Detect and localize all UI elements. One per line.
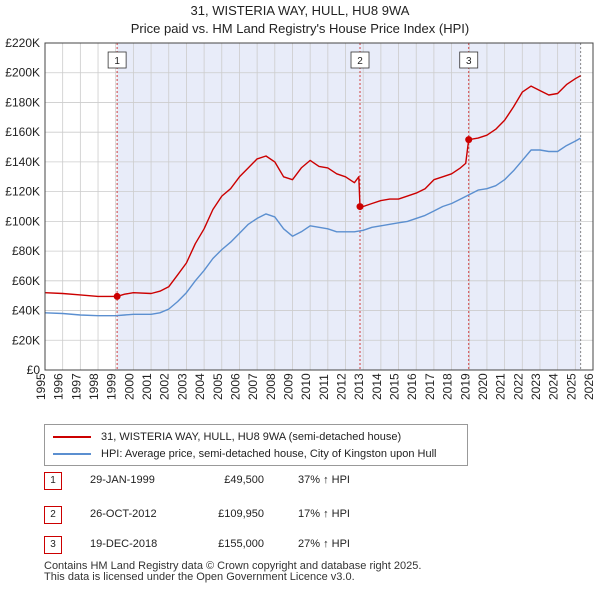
chart-title-line2: Price paid vs. HM Land Registry's House …: [130, 21, 470, 36]
legend-label-hpi: HPI: Average price, semi-detached house,…: [101, 448, 437, 460]
chart-title-line1: 31, WISTERIA WAY, HULL, HU8 9WA: [190, 3, 410, 18]
sale-hpi-change: 37% ↑ HPI: [298, 474, 350, 486]
sale-row: 3 19-DEC-2018 £155,000 27% ↑ HPI: [44, 536, 464, 554]
price-chart: £0 £20K £40K £60K £80K £100K £120K £140K £160K £1…: [5, 36, 596, 400]
sale-point: [465, 136, 473, 144]
y-tick-label: £60K: [12, 274, 40, 288]
x-tick-label: 2003: [175, 373, 189, 400]
sale-marker-box: [350, 51, 370, 69]
x-tick-label: 2024: [547, 373, 561, 400]
hpi-line: [44, 137, 581, 317]
x-tick-label: 2001: [140, 373, 154, 400]
y-tick-label: £200K: [5, 66, 40, 80]
x-tick-label: 2015: [388, 373, 402, 400]
y-tick-label: £40K: [12, 304, 40, 318]
sale-point: [356, 203, 364, 211]
chart-title: 31, WISTERIA WAY, HULL, HU8 9WA Price pa…: [0, 2, 600, 38]
sale-hpi-change: 17% ↑ HPI: [298, 508, 350, 520]
shaded-region: [117, 43, 581, 370]
sale-price: £155,000: [218, 538, 264, 550]
x-tick-label: 1995: [34, 373, 48, 400]
x-tick-label: 1999: [105, 373, 119, 400]
x-tick-label: 2019: [458, 373, 472, 400]
sale-price: £109,950: [218, 508, 264, 520]
y-tick-label: £140K: [5, 155, 40, 169]
x-tick-label: 2002: [158, 373, 172, 400]
y-tick-label: £160K: [5, 125, 40, 139]
x-tick-label: 2009: [281, 373, 295, 400]
footer-line1: Contains HM Land Registry data © Crown c…: [44, 560, 422, 572]
y-tick-label: £220K: [5, 36, 40, 50]
x-tick-label: 2014: [370, 373, 384, 400]
footer-line2: This data is licensed under the Open Gov…: [44, 571, 355, 583]
x-tick-label: 2022: [511, 373, 525, 400]
y-tick-label: £100K: [5, 214, 40, 228]
y-tick-label: £0: [27, 363, 41, 377]
x-tick-label: 2004: [193, 373, 207, 400]
y-tick-label: £20K: [12, 333, 40, 347]
sale-date: 29-JAN-1999: [90, 474, 155, 486]
sale-number-badge: 2: [44, 506, 62, 524]
x-tick-label: 2025: [564, 373, 578, 400]
sale-date: 26-OCT-2012: [90, 508, 157, 520]
sale-marker-label: 1: [114, 56, 120, 67]
sale-marker-box: [459, 51, 479, 69]
x-tick-label: 2017: [423, 373, 437, 400]
x-tick-label: 1998: [87, 373, 101, 400]
sale-price: £49,500: [224, 474, 264, 486]
x-tick-label: 1997: [69, 373, 83, 400]
legend-item-hpi: HPI: Average price, semi-detached house,…: [53, 446, 436, 462]
x-tick-label: 2011: [317, 374, 331, 400]
y-tick-label: £180K: [5, 95, 40, 109]
sale-row: 2 26-OCT-2012 £109,950 17% ↑ HPI: [44, 506, 464, 524]
sale-marker-label: 2: [357, 56, 363, 67]
future-region: [580, 43, 593, 370]
x-tick-label: 2018: [441, 373, 455, 400]
y-tick-label: £80K: [12, 244, 40, 258]
legend-label-property: 31, WISTERIA WAY, HULL, HU8 9WA (semi-de…: [101, 431, 402, 443]
plot-frame: [44, 42, 594, 371]
x-tick-label: 2012: [335, 373, 349, 400]
x-tick-label: 2007: [246, 373, 260, 400]
sale-row: 1 29-JAN-1999 £49,500 37% ↑ HPI: [44, 472, 464, 490]
property-price-line: [44, 75, 581, 298]
legend-item-property: 31, WISTERIA WAY, HULL, HU8 9WA (semi-de…: [53, 429, 401, 445]
sale-hpi-change: 27% ↑ HPI: [298, 538, 350, 550]
footer-attribution: Contains HM Land Registry data © Crown c…: [44, 561, 421, 583]
x-tick-label: 2010: [299, 373, 313, 400]
x-tick-label: 2005: [211, 373, 225, 400]
x-tick-label: 1996: [52, 373, 66, 400]
sale-point: [113, 292, 121, 300]
sale-number-badge: 3: [44, 536, 62, 554]
x-tick-label: 2020: [476, 373, 490, 400]
sale-marker-label: 3: [466, 56, 472, 67]
sale-date: 19-DEC-2018: [90, 538, 158, 550]
x-tick-label: 2026: [582, 373, 596, 400]
x-tick-label: 2000: [122, 373, 136, 400]
sale-number-badge: 1: [44, 472, 62, 490]
sale-marker-box: [107, 51, 127, 69]
y-tick-label: £120K: [5, 185, 40, 199]
x-tick-label: 2023: [529, 373, 543, 400]
x-tick-label: 2006: [228, 373, 242, 400]
x-tick-label: 2008: [264, 373, 278, 400]
x-tick-label: 2021: [494, 373, 508, 400]
x-tick-label: 2016: [405, 373, 419, 400]
x-tick-label: 2013: [352, 373, 366, 400]
legend: 31, WISTERIA WAY, HULL, HU8 9WA (semi-de…: [44, 424, 468, 466]
legend-swatch-property: [53, 436, 91, 438]
legend-swatch-hpi: [53, 453, 91, 455]
